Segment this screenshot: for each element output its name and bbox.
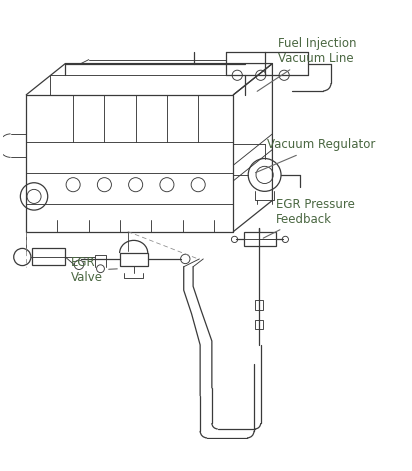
Text: EGR Pressure
Feedback: EGR Pressure Feedback	[263, 198, 355, 238]
Text: Fuel Injection
Vacuum Line: Fuel Injection Vacuum Line	[257, 38, 357, 91]
Text: Vacuum Regulator: Vacuum Regulator	[255, 138, 375, 173]
Text: EGR
Valve: EGR Valve	[71, 256, 117, 284]
Bar	[119, 253, 148, 266]
Bar	[255, 300, 263, 310]
Bar	[32, 248, 66, 265]
Bar	[244, 232, 276, 246]
Bar	[255, 319, 263, 329]
